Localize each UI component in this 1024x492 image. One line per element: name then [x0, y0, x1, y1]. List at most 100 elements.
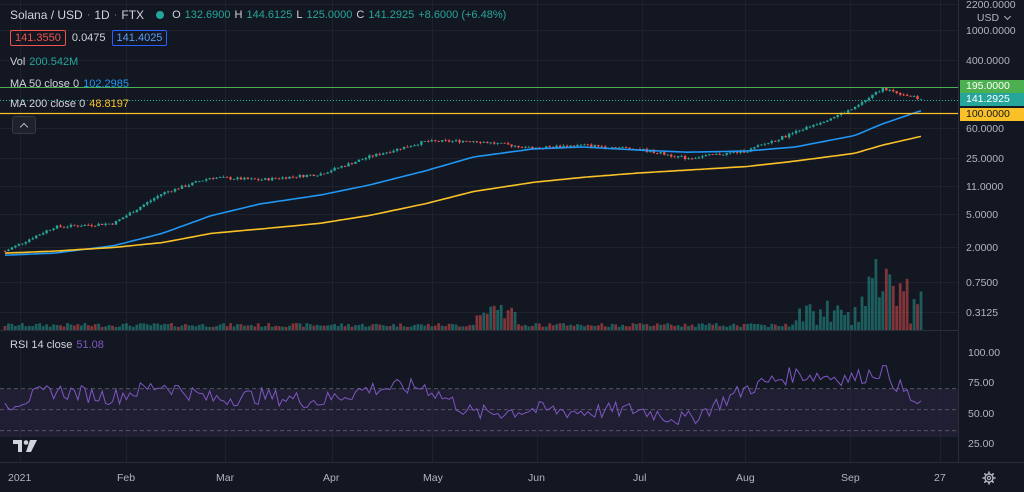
- candle-body: [191, 182, 194, 186]
- volume-bar: [249, 324, 253, 330]
- candle-body: [763, 143, 767, 145]
- candle-body: [55, 225, 59, 229]
- candle-body: [708, 154, 711, 156]
- volume-bar: [534, 323, 538, 330]
- rsi-axis[interactable]: 100.00 75.00 50.00 25.00: [968, 347, 1000, 450]
- candle-body: [21, 243, 24, 245]
- volume-bar: [131, 326, 135, 330]
- volume-bar: [451, 323, 454, 330]
- candle-body: [246, 177, 250, 180]
- candle-body: [472, 141, 475, 143]
- ma50-legend[interactable]: MA 50 close 0 102.2985: [10, 78, 129, 90]
- volume-bar: [340, 323, 343, 330]
- volume-bar: [662, 324, 666, 330]
- candle-body: [378, 153, 381, 155]
- rsi-legend[interactable]: RSI 14 close 51.08: [10, 339, 104, 351]
- volume-bar: [864, 305, 867, 330]
- candle-body: [808, 126, 812, 128]
- candle-body: [912, 96, 916, 97]
- volume-bar: [631, 323, 635, 330]
- volume-bar: [919, 291, 923, 330]
- tradingview-logo[interactable]: [12, 437, 38, 455]
- price-axis[interactable]: 2200.0000 1000.0000 400.0000 60.0000 25.0000…: [966, 0, 1016, 319]
- volume-bar: [520, 325, 524, 330]
- candle-body: [180, 185, 184, 189]
- volume-bar: [659, 324, 663, 330]
- candle-body: [232, 179, 236, 180]
- candle-body: [24, 241, 28, 244]
- volume-bar: [652, 325, 656, 330]
- volume-bar: [822, 316, 826, 330]
- candle-body: [833, 116, 836, 119]
- price-tick-label: 400.0000: [966, 55, 1010, 67]
- candle-body: [201, 180, 204, 182]
- candle-body: [295, 176, 298, 178]
- volume-bar: [593, 325, 597, 330]
- volume-bar: [458, 326, 461, 330]
- volume-bar: [392, 324, 396, 330]
- candle-body: [83, 224, 87, 226]
- exchange-label[interactable]: FTX: [121, 8, 145, 22]
- candle-body: [28, 239, 31, 242]
- volume-bar: [159, 324, 163, 330]
- volume-bar: [62, 326, 66, 330]
- high-label: H: [234, 9, 243, 21]
- volume-bar: [728, 325, 732, 330]
- collapse-legend-button[interactable]: [12, 116, 36, 134]
- volume-bar: [374, 323, 378, 330]
- volume-bar: [683, 323, 687, 330]
- currency-selector[interactable]: USD: [977, 12, 1012, 24]
- open-value: 132.6900: [184, 9, 231, 21]
- volume-bar: [721, 325, 725, 330]
- volume-bar: [517, 324, 520, 330]
- volume-bar: [166, 324, 170, 330]
- candle-body: [364, 158, 368, 160]
- candle-body: [801, 129, 805, 131]
- candle-body: [732, 151, 735, 153]
- price-tick-label: 2.0000: [966, 242, 998, 254]
- candle-body: [121, 217, 125, 220]
- candle-body: [489, 142, 492, 144]
- volume-bar: [378, 324, 382, 330]
- volume-bar: [333, 324, 337, 330]
- volume-bar: [41, 326, 45, 330]
- volume-bar: [881, 291, 885, 330]
- candle-body: [898, 93, 902, 95]
- volume-bar: [576, 324, 579, 330]
- volume-bar: [69, 324, 73, 330]
- volume-bar: [381, 325, 385, 330]
- ma200-legend[interactable]: MA 200 close 0 48.8197: [10, 98, 129, 110]
- volume-bar: [312, 325, 316, 330]
- volume-bar: [503, 318, 507, 330]
- gear-icon[interactable]: [982, 471, 996, 485]
- volume-bar: [645, 324, 649, 330]
- candle-body: [430, 140, 433, 142]
- volume-bar: [256, 323, 260, 330]
- volume-bar: [642, 324, 645, 330]
- volume-bar: [83, 323, 87, 330]
- interval-label[interactable]: 1D: [94, 8, 110, 22]
- volume-bar: [628, 326, 631, 330]
- volume-bar: [66, 323, 69, 330]
- volume-bar: [218, 324, 222, 330]
- volume-bar: [749, 323, 753, 330]
- symbol-title[interactable]: Solana / USD: [10, 8, 83, 22]
- close-value: 141.2925: [368, 9, 415, 21]
- candle-body: [41, 233, 45, 235]
- candle-body: [503, 142, 506, 144]
- sell-button[interactable]: 141.3550: [10, 30, 66, 46]
- candle-body: [722, 154, 725, 156]
- volume-legend[interactable]: Vol 200.542M: [10, 56, 78, 68]
- volume-bar: [277, 326, 281, 330]
- time-tick-label: 2021: [8, 472, 32, 484]
- volume-bar: [857, 321, 860, 330]
- candle-body: [482, 142, 486, 143]
- volume-bar: [104, 326, 108, 330]
- time-axis[interactable]: 2021 Feb Mar Apr May Jun Jul Aug Sep 27: [8, 472, 946, 484]
- price-tick-label: 5.0000: [966, 209, 998, 221]
- candle-body: [642, 148, 645, 151]
- buy-button[interactable]: 141.4025: [111, 30, 168, 46]
- candle-body: [583, 144, 586, 146]
